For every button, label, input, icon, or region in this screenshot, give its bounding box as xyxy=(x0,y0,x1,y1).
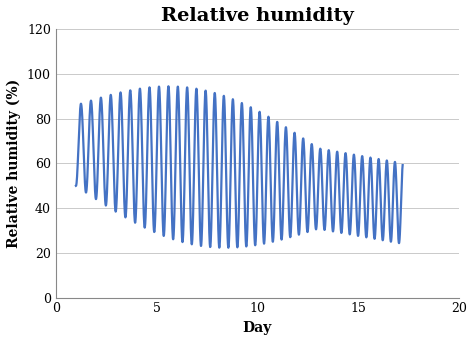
Title: Relative humidity: Relative humidity xyxy=(161,7,354,25)
X-axis label: Day: Day xyxy=(243,321,272,335)
Y-axis label: Relative humidity (%): Relative humidity (%) xyxy=(7,79,21,248)
